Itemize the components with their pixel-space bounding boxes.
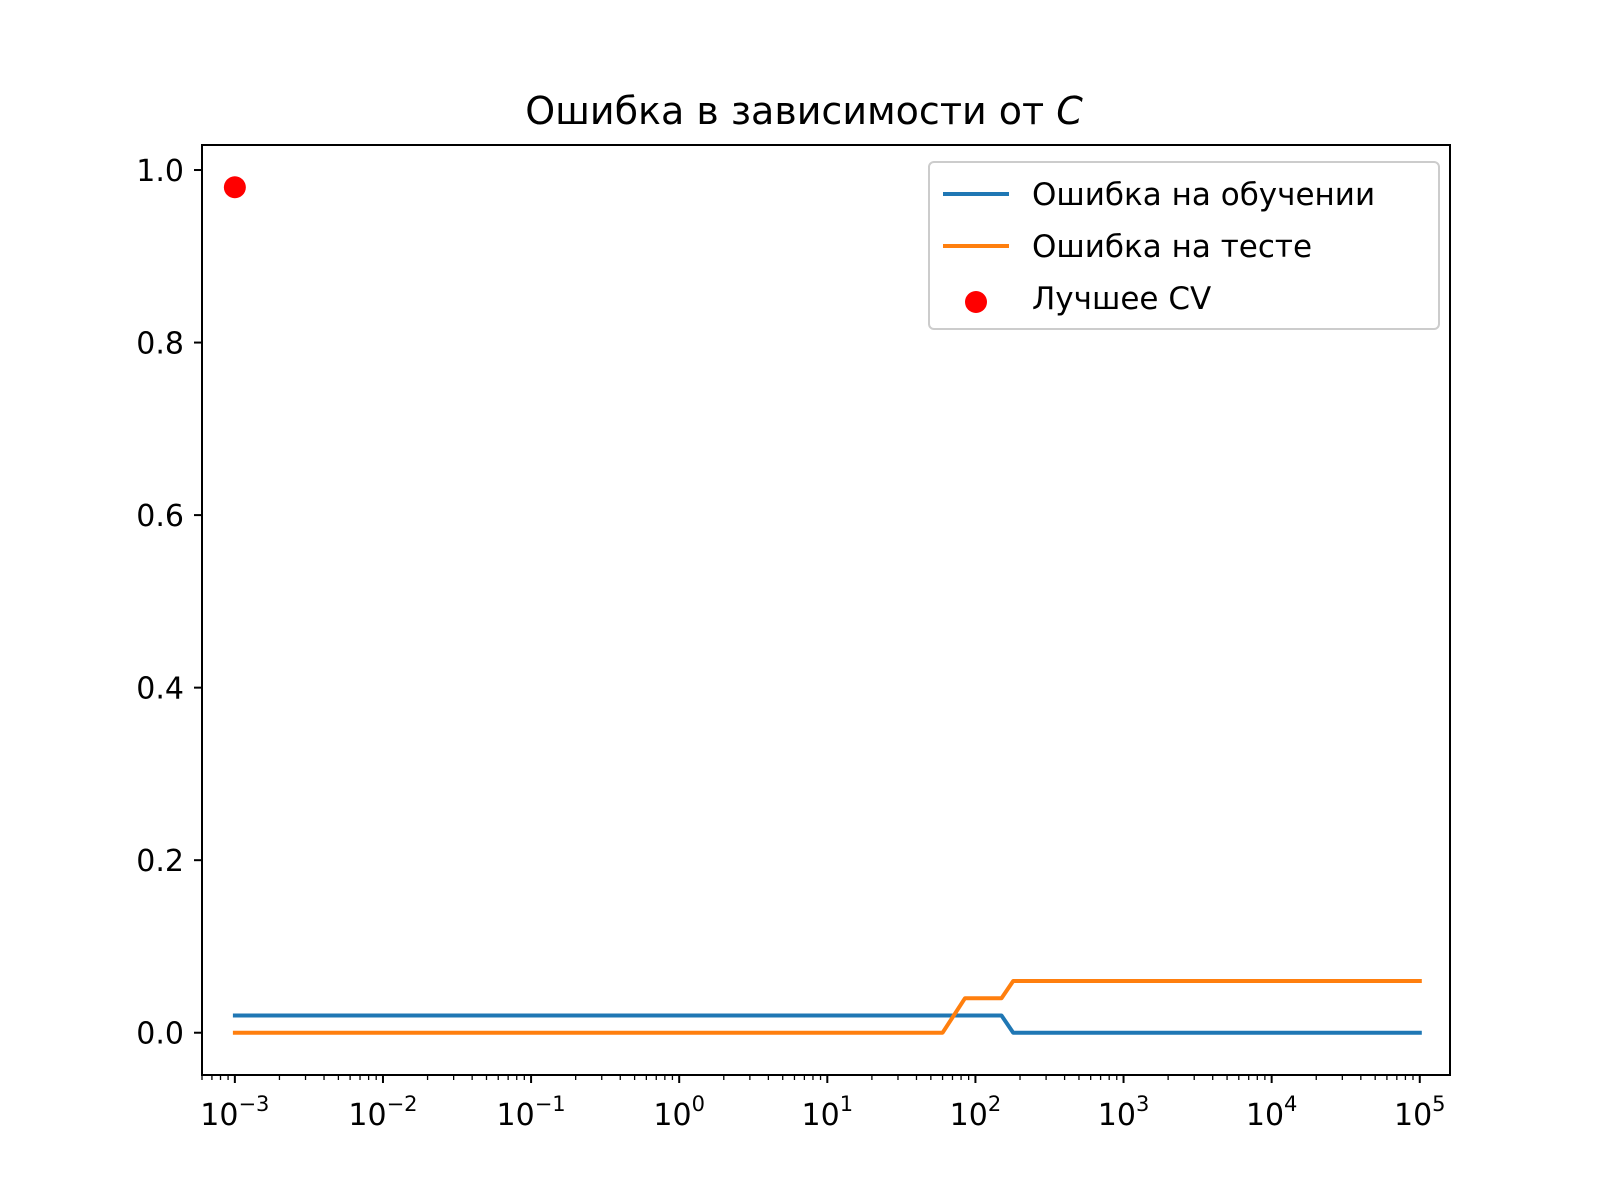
chart-title-variable: C — [1056, 89, 1083, 133]
legend-label: Лучшее CV — [1032, 281, 1211, 317]
y-tick-label: 0.8 — [136, 327, 184, 362]
y-tick-label: 0.4 — [136, 672, 184, 707]
x-tick-label: 100 — [653, 1092, 705, 1133]
x-tick-label: 10−1 — [497, 1092, 566, 1133]
series-line-1 — [232, 979, 1422, 1035]
x-tick-label: 10−3 — [200, 1092, 269, 1133]
scatter-point — [223, 176, 246, 199]
x-tick-label: 10−2 — [348, 1092, 417, 1133]
plot-frame — [201, 144, 1451, 1076]
legend-swatch-point — [965, 291, 987, 313]
legend-label: Ошибка на обучении — [1032, 177, 1375, 213]
x-tick-label: 102 — [950, 1092, 1002, 1133]
x-tick-label: 103 — [1098, 1092, 1150, 1133]
y-tick-label: 0.2 — [136, 844, 184, 879]
chart-title-text: Ошибка в зависимости от — [525, 89, 1056, 133]
y-axis: 0.0 0.2 0.4 0.6 0.8 1.0 — [136, 154, 202, 1052]
y-tick-label: 0.0 — [136, 1017, 184, 1052]
x-tick-label: 101 — [802, 1092, 854, 1133]
series-line-0 — [232, 1013, 1422, 1035]
legend: Ошибка на обучении Ошибка на тесте Лучшее … — [928, 161, 1440, 330]
legend-label: Ошибка на тесте — [1032, 229, 1312, 265]
y-tick-label: 1.0 — [136, 154, 184, 189]
x-tick-label: 104 — [1246, 1092, 1298, 1133]
plot-area — [201, 144, 1451, 1076]
chart-title: Ошибка в зависимости от C — [525, 89, 1083, 133]
x-axis: 10−3 10−2 10−1 100 101 102 103 104 105 — [200, 1075, 1446, 1133]
x-tick-label: 105 — [1394, 1092, 1446, 1133]
y-tick-label: 0.6 — [136, 499, 184, 534]
legend-box — [928, 161, 1440, 330]
